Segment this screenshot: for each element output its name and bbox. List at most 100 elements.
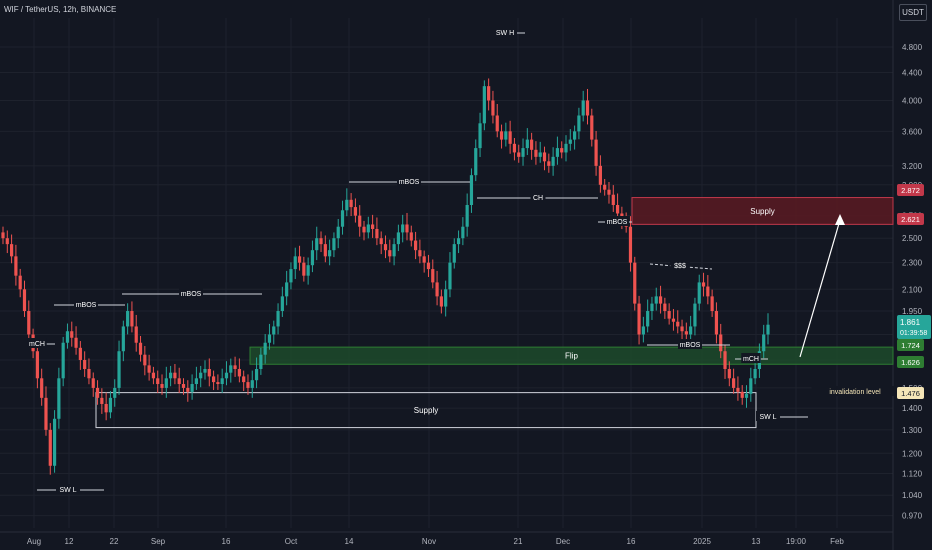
candle-body [199,372,203,379]
candle-body [345,199,349,211]
x-tick-label: Feb [830,537,844,546]
annotation-bg [179,288,203,298]
price-label: 1.724 [901,341,920,350]
price-label-bg [897,339,924,351]
price-label: 1.626 [901,358,920,367]
candle-body [117,351,121,388]
x-tick-label: 19:00 [786,537,807,546]
candle-body [315,238,319,251]
candle-body [340,210,345,227]
zone-label: Flip [565,352,578,361]
candle-body [383,244,388,251]
candle-body [358,215,362,227]
candle-body [211,376,216,383]
candle-body [469,175,474,205]
annotation-label: SW L [759,414,776,421]
candle-body [388,250,392,257]
candle-body [396,232,400,245]
annotation-label: mCH [29,341,45,348]
candle-body [14,256,18,276]
candle-body [220,378,224,385]
candle-body [444,289,448,307]
candle-body [22,289,27,312]
last-price-value: 1.861 [900,318,921,327]
annotation-label: mBOS [680,342,701,349]
candle-body [224,372,229,379]
annotation-label: mBOS [76,302,97,309]
y-tick-label: 4.400 [902,69,923,78]
candle-body [551,156,555,166]
candle-body [297,256,302,263]
candle-body [263,342,267,355]
candle-body [530,139,534,150]
candle-body [181,384,186,388]
candle-body [44,397,48,430]
candle-body [413,240,418,251]
y-tick-label: 4.800 [902,43,923,52]
candle-body [130,311,134,327]
candle-body [637,303,641,335]
currency-unit-button[interactable]: USDT [899,4,927,21]
candle-body [134,326,138,343]
candle-body [259,354,263,369]
y-tick-label: 1.300 [902,426,923,435]
candle-body [169,372,173,379]
projection-arrow [799,219,841,358]
zone-box [631,197,894,225]
y-tick-label: 1.120 [902,470,923,479]
annotation-label: mBOS [607,219,628,226]
candle-body [319,238,323,245]
annotation-bg [493,27,517,37]
candle-body [603,184,607,190]
candle-body [680,326,684,332]
candle-body [95,387,100,398]
candle-body [499,131,504,140]
candle-body [534,149,538,157]
candle-body [401,224,405,233]
candle-body [439,296,443,307]
candle-body [701,282,706,287]
candle-body [611,194,615,205]
candle-body [474,148,478,176]
x-tick-label: 13 [752,537,761,546]
candle-body [684,331,688,335]
x-tick-label: 16 [222,537,231,546]
annotation-label: invalidation level [829,389,881,396]
candle-body [504,131,508,140]
candle-body [641,326,645,335]
candle-body [229,365,233,373]
candle-body [379,238,383,245]
candle-body [573,131,577,140]
candle-body [74,337,78,348]
x-tick-label: Aug [27,537,41,546]
candle-body [5,238,9,245]
candle-body [190,384,194,392]
price-label-bg [897,213,924,225]
candle-body [753,368,757,379]
x-tick-label: 16 [627,537,636,546]
candle-body [710,296,714,312]
candle-body [418,250,422,257]
zone-box [95,392,757,429]
candle-body [487,86,491,101]
candle-body [203,368,207,373]
y-tick-label: 1.200 [902,449,923,458]
candle-body [723,351,727,369]
candle-body [392,244,396,257]
candle-body [508,131,512,144]
candle-body [422,256,426,263]
candle-body [173,372,177,379]
price-label: 2.621 [901,215,920,224]
candle-body [164,378,168,388]
y-tick-label: 2.500 [902,234,923,243]
candle-body [254,368,259,381]
x-tick-label: 21 [514,537,523,546]
candle-body [126,311,130,327]
x-tick-label: 22 [110,537,119,546]
candle-body [693,303,697,327]
y-tick-label: 1.400 [902,404,923,413]
candle-body [646,311,650,327]
zone-label: Supply [414,406,438,415]
